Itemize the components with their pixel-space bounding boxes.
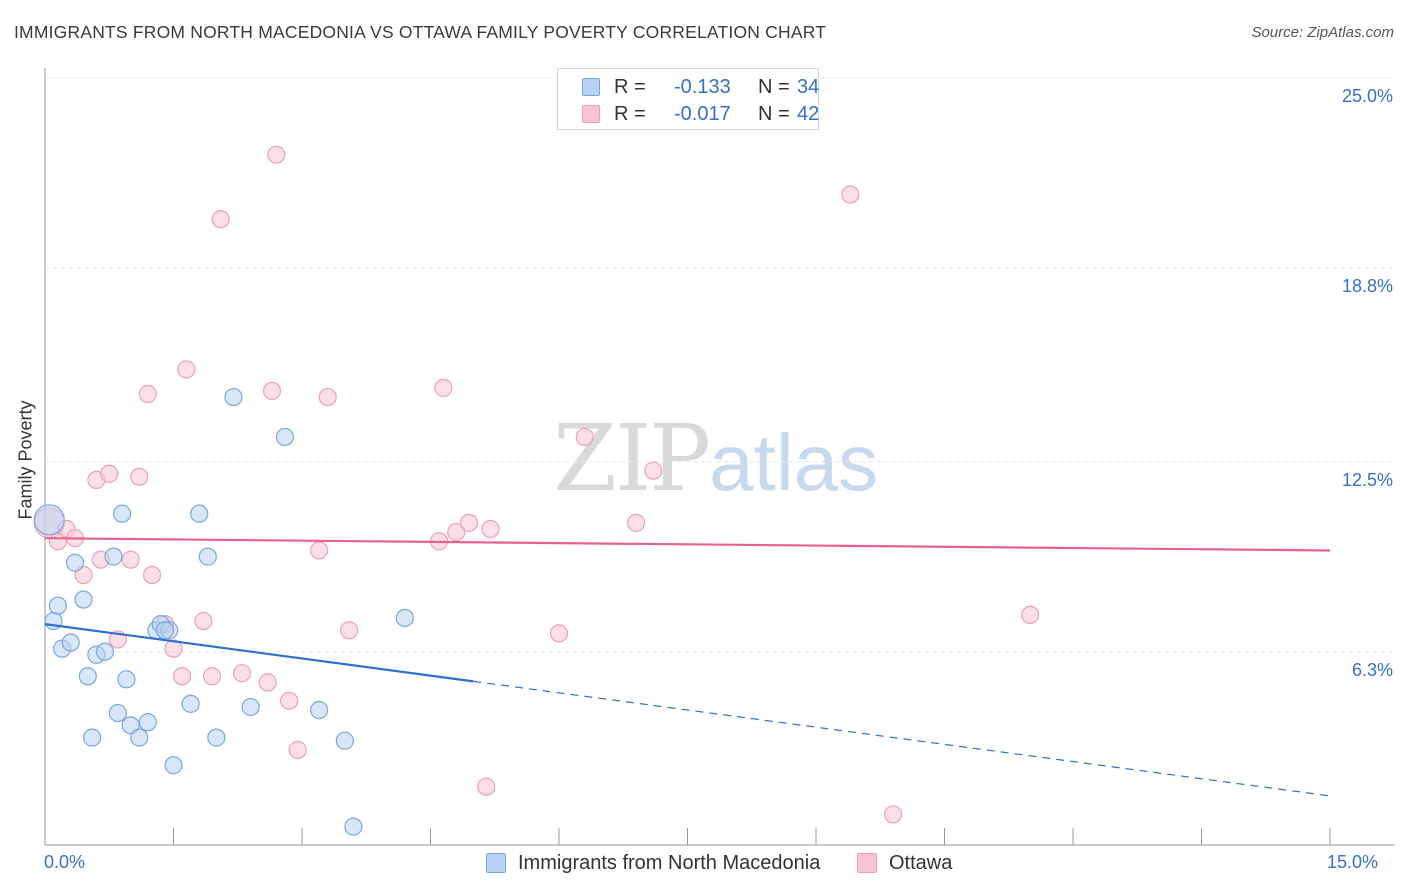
ottawa-point (130, 467, 149, 486)
legend-swatch-blue (486, 853, 506, 873)
macedonia-point (104, 547, 123, 566)
macedonia-point (395, 608, 414, 628)
ottawa-point (267, 145, 286, 164)
macedonia-point (33, 504, 65, 536)
ottawa-point (318, 387, 337, 407)
legend-swatch-pink (582, 105, 600, 123)
ottawa-point (194, 611, 213, 631)
legend-swatch-pink (857, 853, 877, 873)
ottawa-point (202, 667, 222, 686)
legend-r-label: R = (614, 103, 646, 125)
macedonia-point (224, 387, 243, 407)
x-tick-label-max: 15.0% (1327, 852, 1379, 872)
macedonia-point (112, 504, 132, 523)
ottawa-point (172, 667, 192, 686)
macedonia-point (344, 817, 363, 836)
legend-n-value: 34 (797, 76, 820, 98)
ottawa-point (232, 664, 252, 683)
chart-source: Source: ZipAtlas.com (1251, 24, 1394, 41)
ottawa-point (177, 360, 196, 379)
macedonia-point (74, 590, 93, 609)
macedonia-point (181, 694, 200, 713)
ottawa-trend-line (44, 537, 1331, 552)
macedonia-point (95, 642, 115, 661)
macedonia-point (130, 728, 149, 747)
legend-r-value: -0.017 (674, 103, 731, 125)
ottawa-point (1021, 605, 1040, 625)
ottawa-point (164, 639, 183, 658)
watermark-atlas: atlas (709, 418, 879, 507)
macedonia-point (48, 596, 67, 615)
macedonia-point (65, 553, 85, 572)
ottawa-point (477, 777, 496, 796)
ottawa-point (626, 513, 646, 532)
macedonia-point (241, 697, 260, 717)
macedonia-point (164, 756, 183, 775)
ottawa-point (258, 673, 277, 692)
legend-r-label: R = (614, 76, 646, 98)
legend-series-name: Ottawa (889, 852, 953, 874)
y-axis-label: Family Poverty (15, 400, 36, 520)
macedonia-point (78, 667, 97, 686)
ottawa-point (841, 185, 860, 204)
macedonia-point (83, 728, 102, 747)
chart-title: IMMIGRANTS FROM NORTH MACEDONIA VS OTTAW… (14, 22, 827, 42)
ottawa-point (310, 541, 329, 560)
macedonia-point (275, 427, 294, 447)
watermark-zip: ZIP (553, 405, 711, 512)
y-tick-label: 25.0% (1341, 86, 1393, 106)
macedonia-trend-line (44, 623, 474, 683)
ottawa-point (288, 740, 307, 759)
macedonia-point (198, 547, 217, 566)
ottawa-point (549, 624, 569, 643)
macedonia-point (121, 716, 140, 735)
ottawa-point (883, 805, 903, 824)
ottawa-point (434, 378, 453, 397)
macedonia-point (310, 700, 329, 720)
ottawa-point (262, 381, 282, 401)
ottawa-point (280, 691, 299, 710)
ottawa-point (459, 513, 479, 532)
watermark: ZIPatlas (553, 405, 878, 512)
x-tick-label-min: 0.0% (44, 852, 86, 872)
macedonia-point (190, 504, 209, 523)
legend-n-label: N = (758, 103, 790, 125)
legend-n-label: N = (758, 76, 790, 98)
ottawa-point (211, 210, 230, 229)
macedonia-point (61, 633, 80, 652)
correlation-legend: R = -0.133 N = 34 R = -0.017 N = 42 (557, 68, 819, 130)
ottawa-point (74, 565, 93, 585)
ottawa-point (100, 464, 119, 483)
ottawa-point (644, 461, 663, 480)
legend-r-value: -0.133 (674, 76, 731, 98)
legend-swatch-blue (582, 78, 600, 96)
y-tick-label: 18.8% (1341, 276, 1393, 297)
ottawa-point (142, 565, 162, 585)
ottawa-point (447, 522, 466, 542)
ottawa-point (138, 384, 157, 404)
macedonia-point (207, 728, 226, 747)
macedonia-point (155, 621, 175, 640)
y-tick-label: 6.3% (1351, 659, 1393, 680)
macedonia-trend-extension (473, 680, 1331, 797)
ottawa-point (340, 621, 359, 640)
legend-series-name: Immigrants from North Macedonia (518, 852, 821, 874)
legend-n-value: 42 (797, 103, 820, 125)
macedonia-point (335, 731, 354, 750)
ottawa-point (121, 550, 140, 569)
macedonia-point (108, 703, 127, 723)
y-tick-label: 12.5% (1341, 469, 1393, 490)
macedonia-point (117, 670, 136, 689)
macedonia-point (138, 713, 157, 732)
ottawa-point (575, 427, 594, 447)
ottawa-point (481, 519, 500, 539)
